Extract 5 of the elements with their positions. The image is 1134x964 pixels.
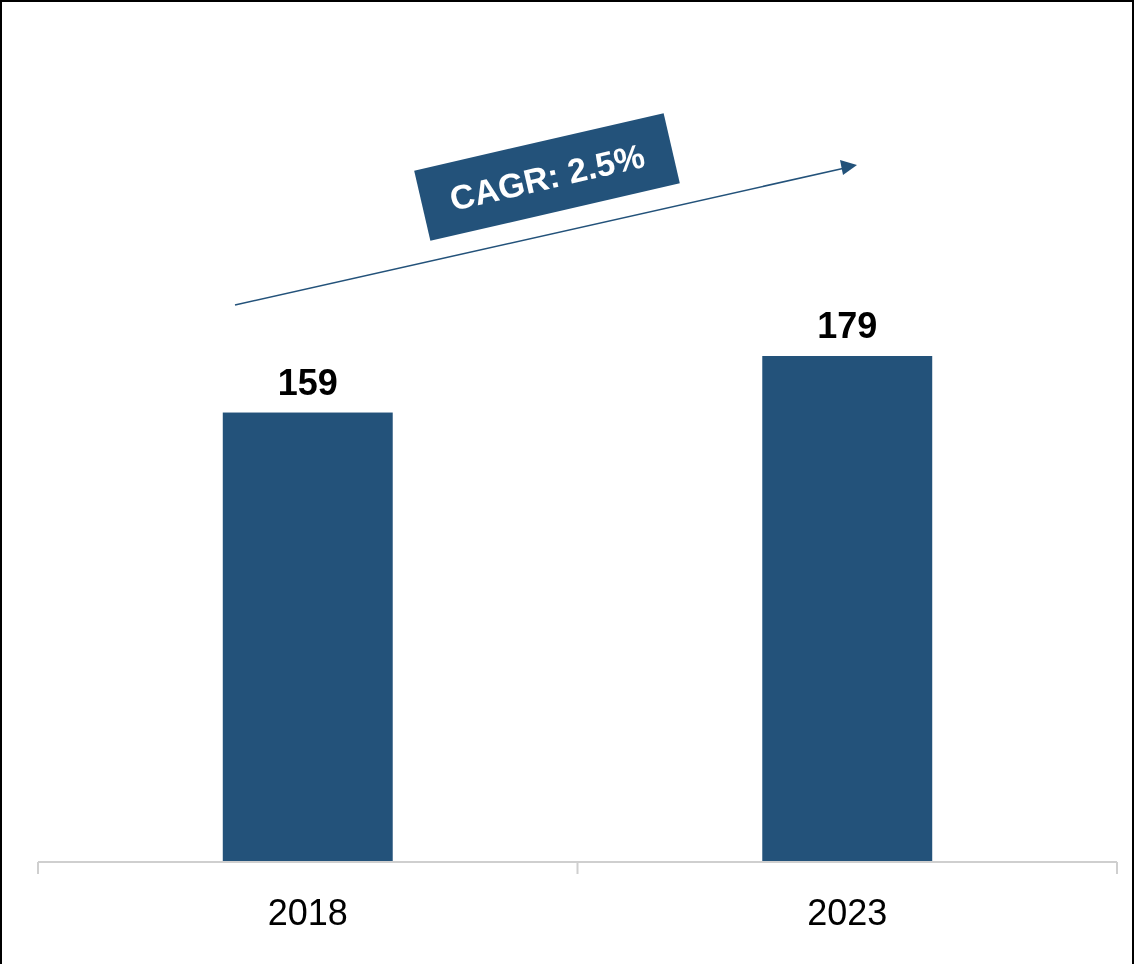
data-label: 159	[277, 361, 338, 403]
x-tick-label: 2023	[807, 892, 888, 933]
x-tick-label: 2018	[267, 892, 348, 933]
data-label: 179	[817, 305, 878, 346]
text: CAGR: 2.5%	[446, 136, 648, 218]
